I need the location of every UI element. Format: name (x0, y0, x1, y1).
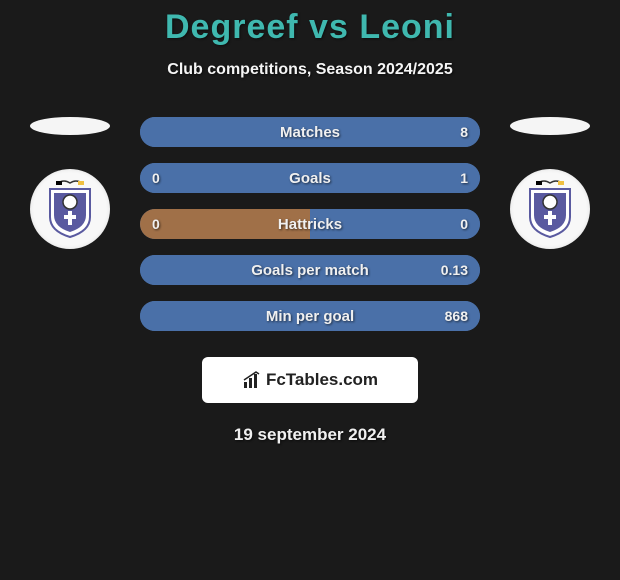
stat-right-value: 0 (460, 216, 468, 232)
stat-row: Hattricks 0 0 (140, 209, 480, 239)
date: 19 september 2024 (0, 425, 620, 445)
stat-right-value: 868 (445, 308, 468, 324)
stat-label: Goals per match (251, 262, 369, 279)
chart-icon (242, 370, 262, 390)
stat-row: Goals per match 0.13 (140, 255, 480, 285)
left-player-avatar-placeholder (30, 117, 110, 135)
left-player-column (20, 117, 120, 249)
left-club-crest (30, 169, 110, 249)
stats-panel: Matches 8 Goals 0 1 Hattricks 0 0 Goals per matc… (140, 117, 480, 331)
right-player-column (500, 117, 600, 249)
stat-row: Matches 8 (140, 117, 480, 147)
fctables-logo[interactable]: FcTables.com (202, 357, 418, 403)
stat-right-value: 1 (460, 170, 468, 186)
stat-label: Matches (280, 124, 340, 141)
stat-right-value: 0.13 (441, 262, 468, 278)
right-club-crest (510, 169, 590, 249)
subtitle: Club competitions, Season 2024/2025 (0, 61, 620, 79)
stat-label: Hattricks (278, 216, 342, 233)
stat-label: Goals (289, 170, 331, 187)
stat-right-value: 8 (460, 124, 468, 140)
logo-text: FcTables.com (266, 370, 378, 390)
stat-left-value: 0 (152, 216, 160, 232)
stat-label: Min per goal (266, 308, 354, 325)
right-player-avatar-placeholder (510, 117, 590, 135)
anderlecht-crest-icon (40, 179, 100, 239)
page-title: Degreef vs Leoni (0, 8, 620, 47)
stat-row: Goals 0 1 (140, 163, 480, 193)
stat-row: Min per goal 868 (140, 301, 480, 331)
anderlecht-crest-icon (520, 179, 580, 239)
stat-left-value: 0 (152, 170, 160, 186)
